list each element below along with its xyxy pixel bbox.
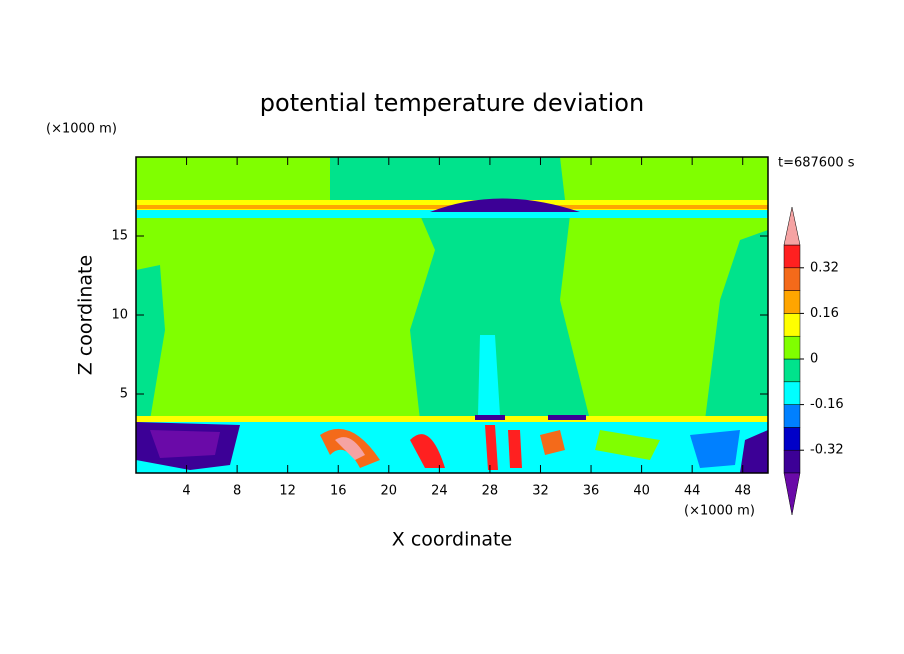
contour-field bbox=[136, 157, 768, 473]
x-tick-label: 8 bbox=[233, 484, 241, 499]
y-tick-label: 15 bbox=[111, 229, 128, 244]
colorbar-high bbox=[783, 206, 801, 246]
colorbar-low bbox=[783, 472, 801, 516]
y-tick-label: 5 bbox=[120, 387, 128, 402]
x-tick-label: 40 bbox=[633, 484, 650, 499]
colorbar-box bbox=[783, 244, 801, 269]
colorbar-tick-label: 0.32 bbox=[810, 260, 839, 275]
colorbar-box bbox=[783, 313, 801, 337]
colorbar-box bbox=[783, 267, 801, 291]
colorbar-box bbox=[783, 404, 801, 428]
x-tick-label: 28 bbox=[482, 484, 499, 499]
y-tick-label: 10 bbox=[111, 308, 128, 323]
colorbar-tick-label: -0.32 bbox=[810, 443, 844, 458]
x-tick-label: 4 bbox=[182, 484, 190, 499]
x-unit: (×1000 m) bbox=[684, 504, 755, 519]
chart-title: potential temperature deviation bbox=[260, 89, 644, 117]
colorbar-box bbox=[783, 449, 801, 474]
x-tick-label: 44 bbox=[684, 484, 701, 499]
x-tick-label: 36 bbox=[583, 484, 600, 499]
colorbar-box bbox=[783, 290, 801, 314]
x-tick-label: 12 bbox=[279, 484, 296, 499]
colorbar-box bbox=[783, 358, 801, 383]
time-annotation: t=687600 s bbox=[778, 156, 855, 171]
x-tick-label: 48 bbox=[734, 484, 751, 499]
y-unit: (×1000 m) bbox=[46, 122, 117, 137]
colorbar-box bbox=[783, 427, 801, 451]
y-axis-label: Z coordinate bbox=[75, 255, 97, 375]
x-tick-label: 20 bbox=[381, 484, 398, 499]
colorbar-box bbox=[783, 335, 801, 360]
x-tick-label: 24 bbox=[431, 484, 448, 499]
x-axis-label: X coordinate bbox=[392, 529, 512, 551]
colorbar-box bbox=[783, 381, 801, 405]
x-tick-label: 32 bbox=[532, 484, 549, 499]
colorbar-tick-label: -0.16 bbox=[810, 397, 844, 412]
colorbar-tick-label: 0 bbox=[810, 352, 818, 367]
colorbar-tick-label: 0.16 bbox=[810, 306, 839, 321]
x-tick-label: 16 bbox=[330, 484, 347, 499]
